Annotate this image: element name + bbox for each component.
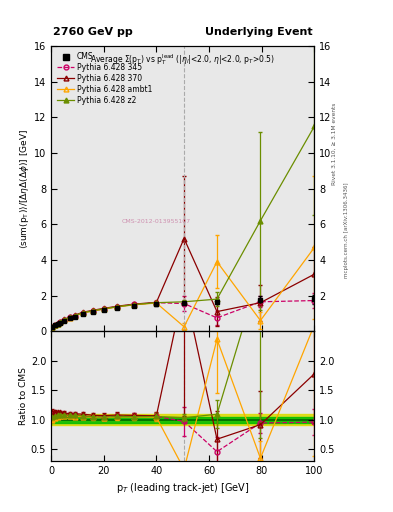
Bar [51,417,314,422]
X-axis label: p$_T$ (leading track-jet) [GeV]: p$_T$ (leading track-jet) [GeV] [116,481,250,495]
Legend: CMS, Pythia 6.428 345, Pythia 6.428 370, Pythia 6.428 ambt1, Pythia 6.428 z2: CMS, Pythia 6.428 345, Pythia 6.428 370,… [55,50,155,107]
Y-axis label: Ratio to CMS: Ratio to CMS [19,367,28,425]
Text: Average $\Sigma$(p$_T$) vs p$_T^\mathregular{lead}$ ($|\eta_l|$<2.0, $\eta|$<2.0: Average $\Sigma$(p$_T$) vs p$_T^\mathreg… [90,52,275,67]
Text: Underlying Event: Underlying Event [205,27,312,37]
Text: mcplots.cern.ch [arXiv:1306.3436]: mcplots.cern.ch [arXiv:1306.3436] [344,183,349,278]
Text: 2760 GeV pp: 2760 GeV pp [53,27,133,37]
Text: Rivet 3.1.10, ≥ 3.1M events: Rivet 3.1.10, ≥ 3.1M events [332,102,337,184]
Bar [51,414,314,425]
Text: CMS-2012-013955107: CMS-2012-013955107 [122,219,191,224]
Y-axis label: $\langle$sum(p$_\mathregular{T}$)$\rangle$/[$\Delta\eta\Delta(\Delta\phi)$] [GeV: $\langle$sum(p$_\mathregular{T}$)$\rangl… [18,129,31,249]
